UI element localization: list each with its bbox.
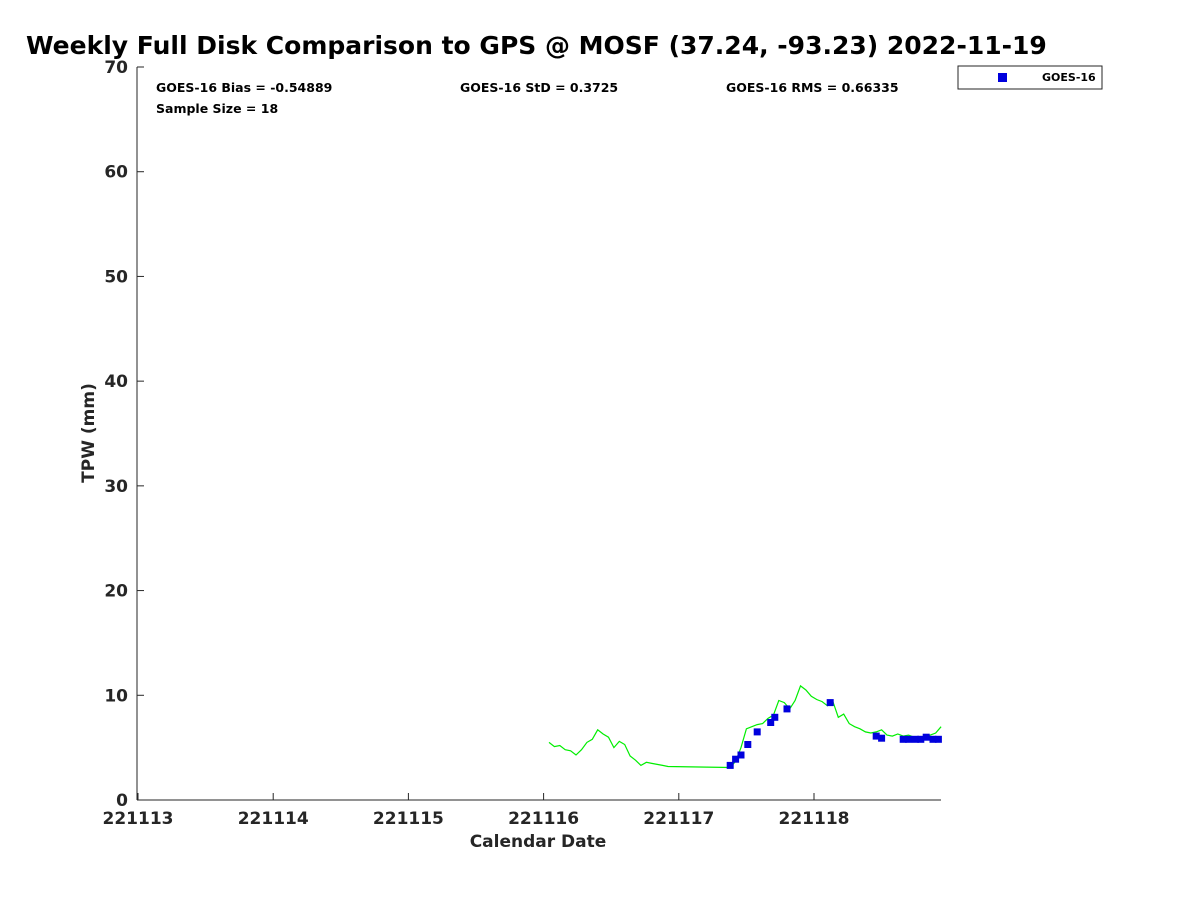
goes16-point bbox=[783, 705, 791, 713]
x-tick-label: 221113 bbox=[103, 809, 174, 829]
goes16-point bbox=[934, 735, 942, 743]
plot-area: 0 10 20 30 40 50 60 70 221113 221114 221115 221116… bbox=[103, 58, 942, 829]
goes16-point bbox=[767, 719, 775, 726]
y-tick-label: 60 bbox=[104, 163, 128, 183]
goes16-point bbox=[744, 741, 752, 748]
goes16-point bbox=[911, 735, 919, 743]
y-ticks: 0 10 20 30 40 50 60 70 bbox=[104, 58, 144, 811]
legend-label-goes16: GOES-16 bbox=[1042, 71, 1096, 84]
y-axis-label: TPW (mm) bbox=[79, 383, 99, 483]
goes16-point bbox=[917, 735, 925, 743]
y-tick-label: 50 bbox=[104, 267, 128, 287]
y-tick-label: 40 bbox=[104, 372, 128, 392]
series-layer bbox=[548, 684, 942, 769]
goes16-point bbox=[826, 699, 834, 707]
y-tick-label: 70 bbox=[104, 58, 128, 78]
x-ticks: 221113 221114 221115 221116 221117 221118 bbox=[103, 793, 850, 829]
y-tick-label: 10 bbox=[104, 686, 128, 706]
y-tick-label: 30 bbox=[104, 477, 128, 497]
goes16-point bbox=[922, 733, 930, 741]
legend: GOES-16 bbox=[957, 65, 1103, 90]
stat-rms: GOES-16 RMS = 0.66335 bbox=[726, 80, 899, 95]
goes16-point bbox=[726, 761, 734, 769]
goes16-point bbox=[872, 732, 880, 740]
x-axis-label: Calendar Date bbox=[470, 832, 607, 852]
goes16-point bbox=[929, 735, 937, 743]
chart-title: Weekly Full Disk Comparison to GPS @ MOS… bbox=[26, 31, 1047, 60]
stat-std: GOES-16 StD = 0.3725 bbox=[460, 80, 618, 95]
x-tick-label: 221115 bbox=[373, 809, 444, 829]
x-tick-label: 221116 bbox=[508, 809, 579, 829]
stat-sample-size: Sample Size = 18 bbox=[156, 101, 278, 116]
stat-bias: GOES-16 Bias = -0.54889 bbox=[156, 80, 332, 95]
legend-box bbox=[957, 65, 1103, 90]
goes16-point bbox=[737, 751, 745, 759]
goes16-point bbox=[878, 734, 886, 742]
goes16-point bbox=[899, 735, 907, 743]
x-tick-label: 221114 bbox=[238, 809, 309, 829]
series-line-gps bbox=[548, 684, 942, 769]
y-tick-label: 20 bbox=[104, 582, 128, 602]
goes16-point bbox=[753, 728, 761, 736]
goes16-point bbox=[732, 755, 740, 763]
x-tick-label: 221117 bbox=[643, 809, 714, 829]
goes16-point bbox=[905, 735, 913, 743]
y-tick-label: 0 bbox=[116, 791, 128, 811]
legend-marker-goes16 bbox=[998, 73, 1007, 82]
x-tick-label: 221118 bbox=[779, 809, 850, 829]
goes16-point bbox=[771, 713, 779, 721]
